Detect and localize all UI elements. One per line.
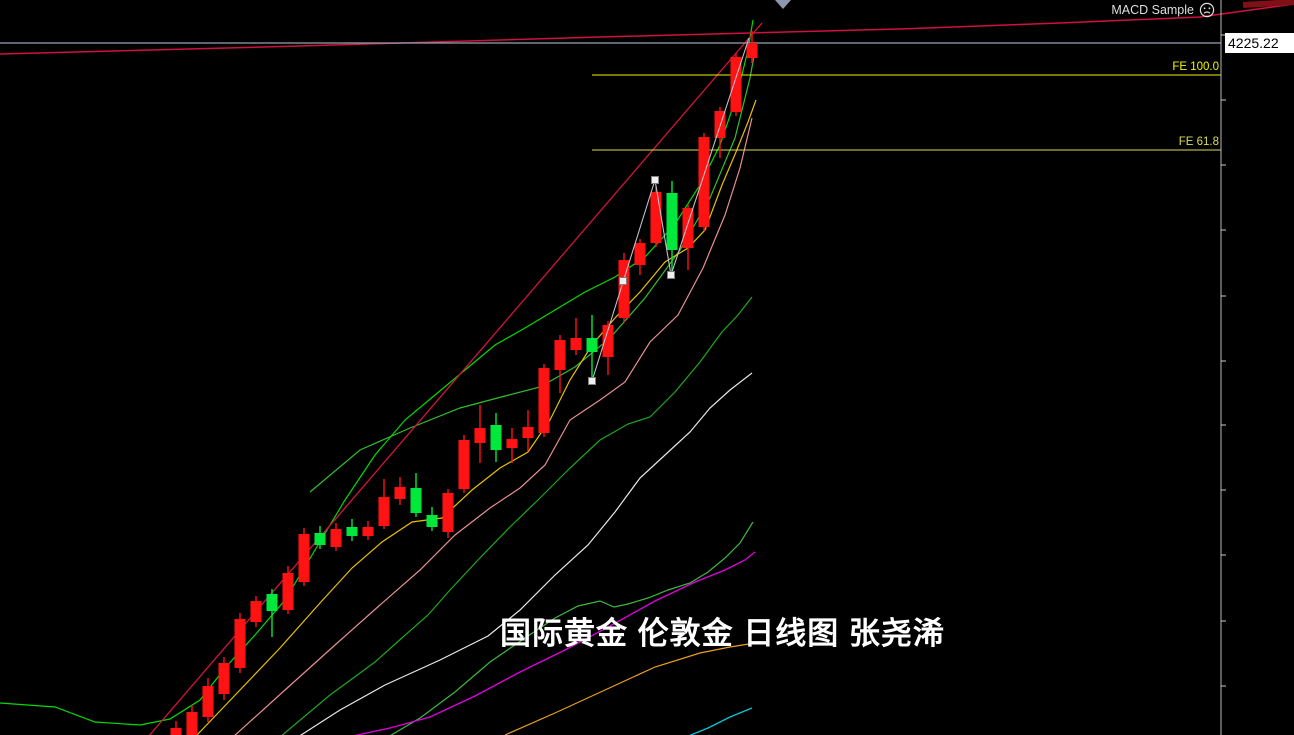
- chart-watermark: 国际黄金 伦敦金 日线图 张尧浠: [500, 616, 945, 651]
- candle-body-up: [266, 594, 278, 611]
- zigzag-handle[interactable]: [667, 271, 675, 279]
- sell-signal-arrow-icon[interactable]: [775, 0, 791, 9]
- ma-line-magenta-ma: [354, 551, 756, 735]
- candle-body-down: [506, 439, 518, 448]
- candle-body-down: [618, 260, 630, 318]
- candle-body-up: [314, 533, 326, 545]
- indicator-label: MACD Sample: [1111, 3, 1194, 17]
- candle-body-down: [378, 497, 390, 526]
- candle-body-down: [746, 43, 758, 58]
- zigzag-handle[interactable]: [588, 377, 596, 385]
- candle-body-down: [730, 57, 742, 112]
- ma-line-orange-ma: [504, 642, 756, 735]
- ma-line-cyan-ma: [689, 707, 753, 735]
- price-axis[interactable]: 4233.454155.254077.053998.853921.803843.…: [1221, 0, 1294, 735]
- candle-body-up: [490, 425, 502, 450]
- fib-label-100[interactable]: FE 100.0: [1172, 61, 1219, 73]
- candle-body-up: [410, 488, 422, 513]
- candle-body-down: [602, 325, 614, 357]
- candle-body-down: [298, 534, 310, 582]
- candle-body-down: [362, 527, 374, 536]
- indicator-flag: MACD Sample: [1111, 2, 1215, 18]
- candle-body-down: [218, 663, 230, 694]
- candle-body-down: [554, 340, 566, 370]
- ma-line-upper-green-band: [309, 44, 757, 493]
- candle-body-down: [474, 428, 486, 443]
- candle-body-up: [586, 338, 598, 352]
- candle-body-down: [170, 728, 182, 735]
- ma-line-wiggle-green-ma: [390, 521, 754, 735]
- candle-body-down: [330, 529, 342, 547]
- candle-body-down: [394, 487, 406, 499]
- candle-body-down: [458, 440, 470, 489]
- trendline-corner-band: [1242, 0, 1294, 8]
- candle-body-down: [442, 493, 454, 532]
- ma-line-yellow-ma: [196, 99, 757, 735]
- zigzag-handle[interactable]: [619, 277, 627, 285]
- candle-body-up: [666, 193, 678, 250]
- candle-body-down: [650, 192, 662, 243]
- candle-body-down: [682, 208, 694, 248]
- candle-body-up: [426, 515, 438, 527]
- ma-line-white-ma: [300, 372, 753, 735]
- ma-line-fast-green: [0, 19, 754, 726]
- candle-body-down: [570, 338, 582, 350]
- ma-line-pink-ma: [234, 117, 753, 735]
- candle-body-down: [202, 686, 214, 717]
- zigzag-handle[interactable]: [651, 176, 659, 184]
- steep-trendline[interactable]: [148, 22, 763, 735]
- upper-channel-line[interactable]: [0, 3, 1294, 55]
- fib-label-61-8[interactable]: FE 61.8: [1178, 136, 1219, 148]
- candle-body-down: [186, 712, 198, 735]
- candle-body-down: [538, 368, 550, 433]
- candle-body-down: [282, 573, 294, 610]
- candle-body-down: [698, 137, 710, 227]
- candle-body-down: [234, 619, 246, 668]
- candle-body-up: [346, 527, 358, 536]
- sad-face-icon: [1199, 2, 1215, 18]
- current-price-tag: 4225.22: [1225, 33, 1294, 53]
- ma-line-slow-green-ma: [281, 296, 753, 735]
- candle-body-down: [250, 601, 262, 622]
- candle-body-down: [634, 243, 646, 265]
- candle-body-down: [522, 427, 534, 438]
